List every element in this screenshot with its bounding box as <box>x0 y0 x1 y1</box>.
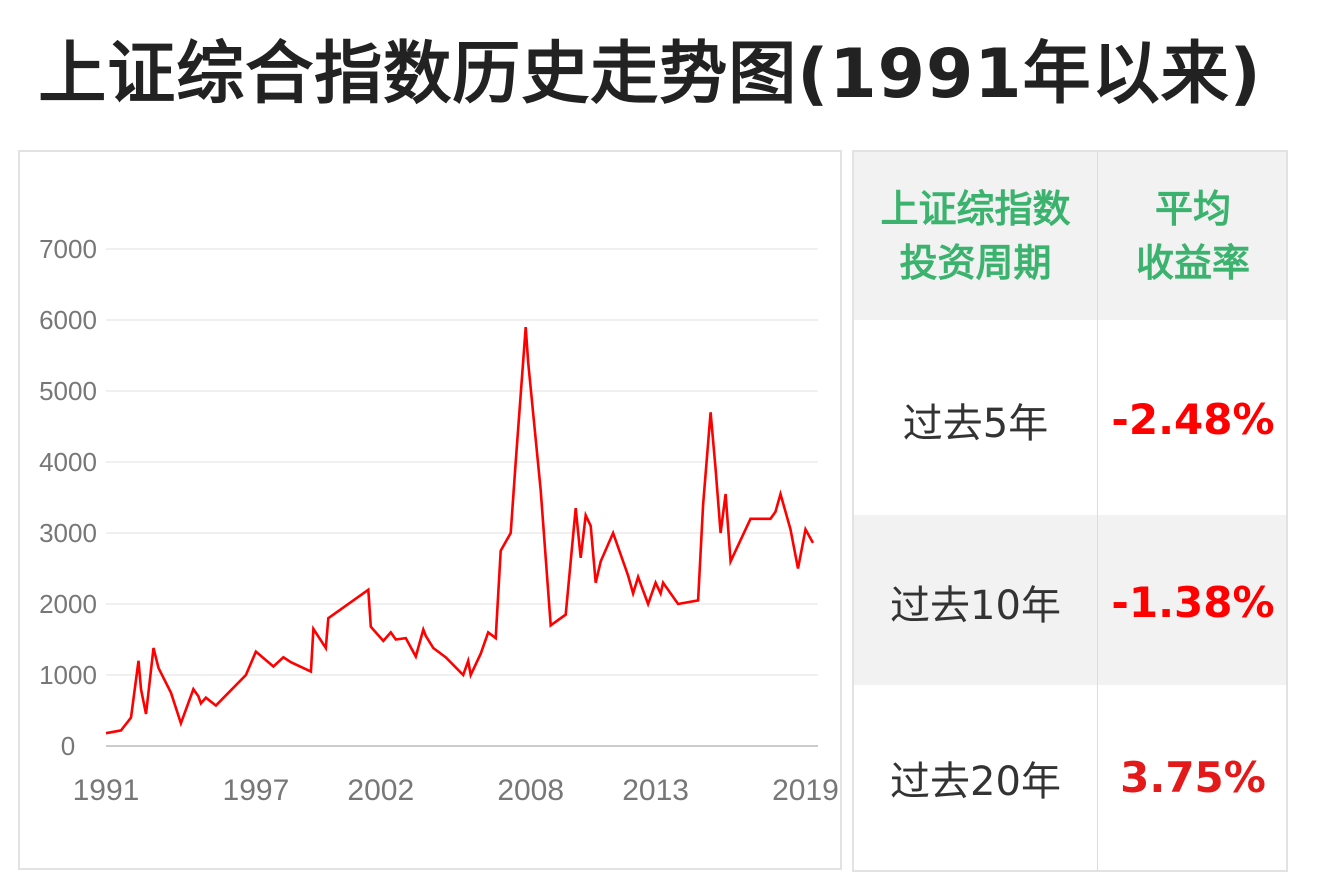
header-cell-return: 平均 收益率 <box>1098 152 1288 320</box>
return-cell: -2.48% <box>1098 320 1288 517</box>
header-cell-period: 上证综指数 投资周期 <box>854 152 1097 320</box>
page-title: 上证综合指数历史走势图(1991年以来) <box>38 35 1262 114</box>
period-cell: 过去20年 <box>854 685 1097 870</box>
table-row: 过去20年 3.75% <box>854 685 1286 870</box>
return-value: -2.48% <box>1111 395 1275 444</box>
return-value: -1.38% <box>1111 577 1275 627</box>
return-value: 3.75% <box>1120 753 1266 802</box>
y-tick-label: 6000 <box>39 305 97 335</box>
period-label: 过去5年 <box>902 400 1049 447</box>
x-tick-label: 2013 <box>622 774 689 807</box>
y-tick-label: 2000 <box>39 589 97 619</box>
period-cell: 过去10年 <box>854 515 1097 687</box>
y-tick-label: 7000 <box>39 234 97 264</box>
index-series-line <box>105 327 815 735</box>
header-label-period: 上证综指数 投资周期 <box>880 187 1071 285</box>
table-header-row: 上证综指数 投资周期 平均 收益率 <box>854 152 1286 320</box>
y-tick-label: 0 <box>61 731 75 761</box>
table-row: 过去5年 -2.48% <box>854 320 1286 515</box>
chart-panel: 0 1000 2000 3000 4000 5000 6000 7000 1991 1997 200… <box>18 150 842 870</box>
table-row: 过去10年 -1.38% <box>854 515 1286 685</box>
x-tick-label: 1997 <box>223 774 290 807</box>
column-divider <box>1097 152 1098 870</box>
returns-table: 上证综指数 投资周期 平均 收益率 过去5年 -2.48% 过去10年 -1.3… <box>852 150 1288 872</box>
y-tick-label: 4000 <box>39 447 97 477</box>
period-label: 过去20年 <box>890 758 1061 805</box>
y-tick-label: 1000 <box>39 660 97 690</box>
y-tick-label: 3000 <box>39 518 97 548</box>
y-tick-label: 5000 <box>39 376 97 406</box>
return-cell: 3.75% <box>1098 685 1288 870</box>
x-tick-label: 2002 <box>347 774 414 807</box>
x-tick-label: 2019 <box>772 774 839 807</box>
x-tick-label: 1991 <box>73 774 140 807</box>
period-label: 过去10年 <box>890 583 1061 629</box>
period-cell: 过去5年 <box>854 320 1097 517</box>
header-label-return: 平均 收益率 <box>1135 187 1250 285</box>
line-chart: 0 1000 2000 3000 4000 5000 6000 7000 1991 1997 200… <box>39 234 839 807</box>
return-cell: -1.38% <box>1098 515 1288 687</box>
x-tick-label: 2008 <box>497 774 564 807</box>
